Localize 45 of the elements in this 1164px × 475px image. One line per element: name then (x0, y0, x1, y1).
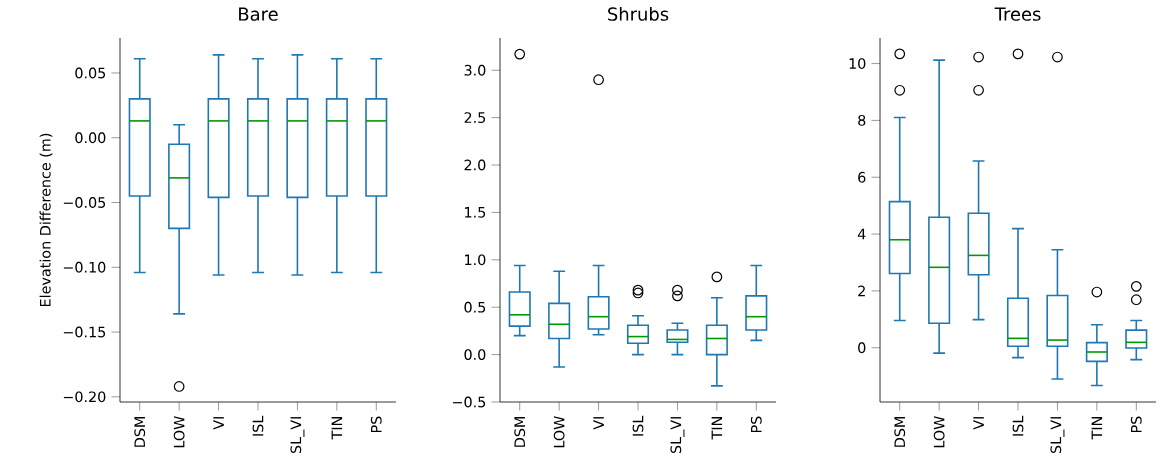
x-tick-label: DSM (134, 417, 146, 447)
y-tick-label: 4 (857, 228, 866, 240)
x-tick-label: TIN (1091, 417, 1103, 440)
x-tick-label: TIN (711, 417, 723, 440)
x-tick-label: TIN (331, 417, 343, 440)
y-tick-label: 3.0 (464, 64, 486, 76)
y-tick-label: −0.5 (453, 396, 486, 408)
chart-title: Shrubs (608, 6, 669, 21)
y-tick-label: −0.05 (63, 197, 106, 208)
x-tick-label: PS (370, 416, 382, 433)
x-tick-label: PS (750, 416, 762, 433)
y-tick-label: 0.05 (75, 67, 106, 79)
y-tick-label: 2 (858, 285, 865, 297)
y-tick-label: 1.5 (465, 207, 486, 218)
x-tick-label: ISL (252, 415, 264, 436)
y-tick-label: −0.20 (63, 391, 106, 403)
x-tick-label: DSM (514, 417, 526, 447)
y-tick-label: −0.15 (63, 326, 106, 338)
x-tick-label: VI (973, 417, 984, 430)
x-tick-label: SL_VI (1050, 417, 1065, 454)
y-tick-label: 0.00 (75, 132, 106, 144)
y-tick-label: 0.0 (464, 349, 486, 361)
y-tick-label: 10 (849, 58, 866, 69)
x-tick-label: ISL (1012, 415, 1024, 436)
y-tick-label: 8 (858, 114, 866, 126)
y-tick-label: 6 (858, 171, 866, 183)
x-tick-label: SL_VI (290, 417, 305, 454)
y-tick-label: −0.10 (63, 261, 106, 273)
x-tick-label: DSM (894, 417, 906, 447)
x-tick-label: LOW (173, 416, 185, 448)
y-axis-title: Elevation Difference (m) (39, 133, 53, 307)
x-tick-label: SL_VI (670, 417, 685, 454)
x-tick-label: PS (1130, 416, 1142, 433)
y-tick-label: 1.0 (465, 254, 486, 266)
x-tick-label: VI (213, 417, 224, 430)
x-tick-label: VI (593, 417, 604, 430)
chart-title: Bare (239, 7, 278, 21)
y-tick-label: 2.0 (464, 159, 486, 171)
chart-title: Trees (994, 7, 1041, 21)
y-tick-label: 0 (858, 342, 866, 354)
x-tick-label: ISL (632, 415, 644, 436)
x-tick-label: LOW (933, 416, 945, 448)
y-tick-label: 2.5 (464, 112, 486, 124)
y-tick-label: 0.5 (464, 301, 486, 313)
x-tick-label: LOW (553, 416, 565, 448)
